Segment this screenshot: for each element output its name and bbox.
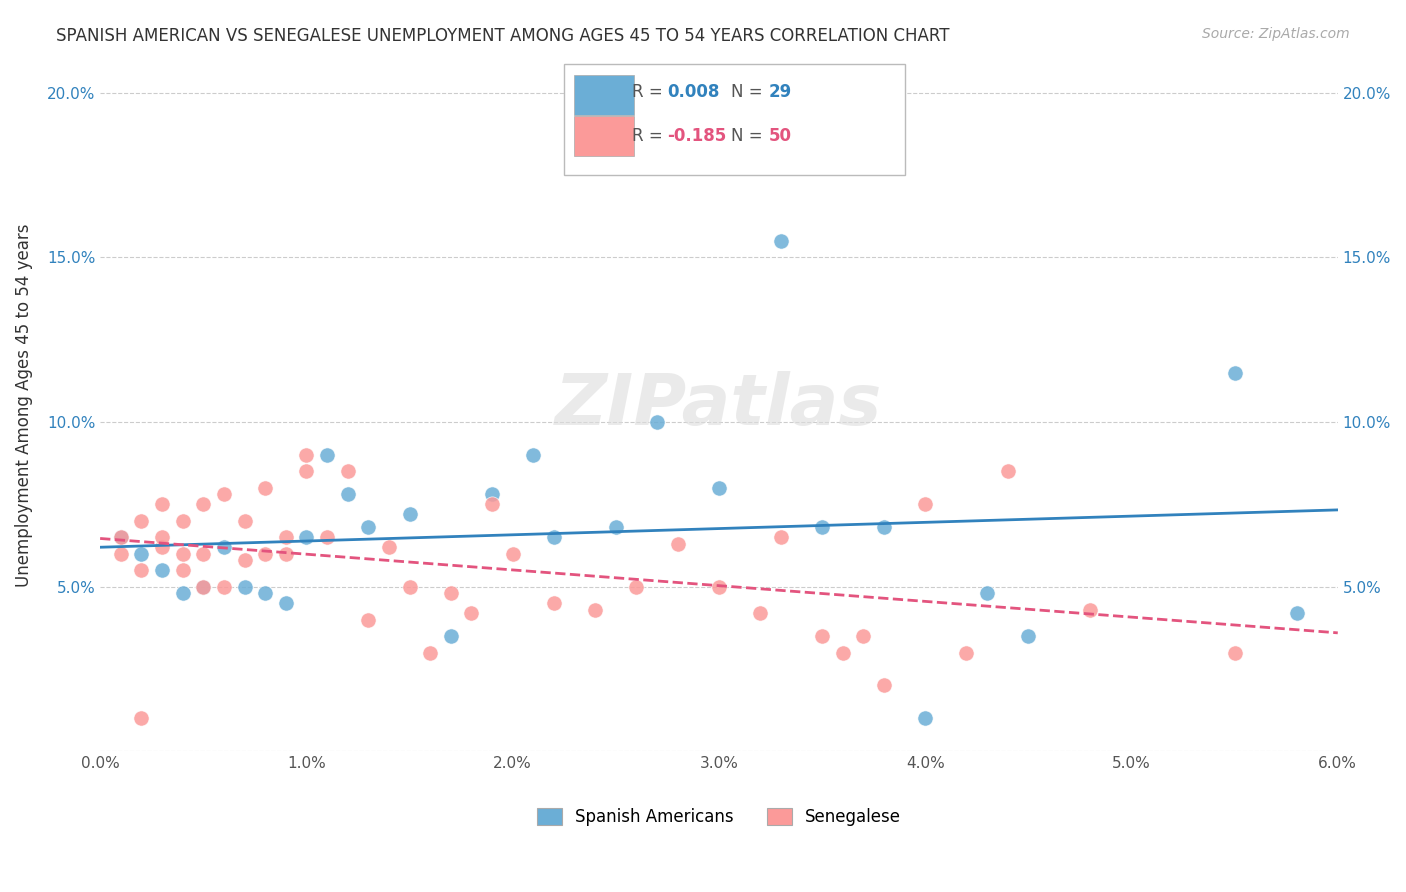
Point [707, 481, 730, 495]
Point [172, 563, 194, 577]
Point [522, 448, 544, 462]
Point [193, 547, 215, 561]
Y-axis label: Unemployment Among Ages 45 to 54 years: Unemployment Among Ages 45 to 54 years [15, 224, 32, 587]
Point [254, 547, 277, 561]
Point [357, 613, 380, 627]
FancyBboxPatch shape [564, 64, 904, 175]
Point [769, 530, 792, 544]
Point [131, 514, 153, 528]
Point [336, 464, 359, 478]
Point [150, 530, 173, 544]
Text: N =: N = [731, 127, 768, 145]
Point [419, 646, 441, 660]
Point [193, 580, 215, 594]
Point [583, 603, 606, 617]
Point [460, 606, 482, 620]
Point [316, 530, 339, 544]
Point [131, 547, 153, 561]
Point [626, 580, 648, 594]
Point [707, 580, 730, 594]
Point [769, 234, 792, 248]
Point [543, 596, 565, 610]
Point [274, 530, 297, 544]
Text: 29: 29 [769, 83, 792, 101]
Point [150, 497, 173, 511]
Point [295, 464, 318, 478]
Point [440, 586, 463, 600]
Point [212, 487, 235, 501]
Point [811, 629, 834, 643]
Point [233, 553, 256, 567]
Point [914, 497, 936, 511]
Legend: Spanish Americans, Senegalese: Spanish Americans, Senegalese [530, 801, 908, 833]
Point [150, 563, 173, 577]
Text: SPANISH AMERICAN VS SENEGALESE UNEMPLOYMENT AMONG AGES 45 TO 54 YEARS CORRELATIO: SPANISH AMERICAN VS SENEGALESE UNEMPLOYM… [56, 27, 949, 45]
Point [172, 514, 194, 528]
Point [131, 711, 153, 725]
Point [831, 646, 853, 660]
FancyBboxPatch shape [574, 75, 634, 115]
Text: N =: N = [731, 83, 768, 101]
Point [1285, 606, 1308, 620]
Point [481, 497, 503, 511]
Text: -0.185: -0.185 [666, 127, 727, 145]
Point [295, 448, 318, 462]
Point [110, 547, 132, 561]
Point [378, 540, 401, 554]
Point [543, 530, 565, 544]
Text: R =: R = [633, 127, 668, 145]
Point [873, 520, 896, 534]
FancyBboxPatch shape [574, 116, 634, 156]
Point [645, 415, 668, 429]
Point [749, 606, 772, 620]
Point [233, 514, 256, 528]
Text: 0.008: 0.008 [666, 83, 720, 101]
Point [1223, 366, 1246, 380]
Point [316, 448, 339, 462]
Point [666, 537, 689, 551]
Point [852, 629, 875, 643]
Point [110, 530, 132, 544]
Point [440, 629, 463, 643]
Point [254, 586, 277, 600]
Point [172, 586, 194, 600]
Text: 50: 50 [769, 127, 792, 145]
Point [1017, 629, 1039, 643]
Point [212, 580, 235, 594]
Point [110, 530, 132, 544]
Point [873, 678, 896, 692]
Point [481, 487, 503, 501]
Point [914, 711, 936, 725]
Point [357, 520, 380, 534]
Point [212, 540, 235, 554]
Point [172, 547, 194, 561]
Point [233, 580, 256, 594]
Text: R =: R = [633, 83, 668, 101]
Point [502, 547, 524, 561]
Point [295, 530, 318, 544]
Point [811, 520, 834, 534]
Point [1223, 646, 1246, 660]
Point [605, 520, 627, 534]
Point [150, 540, 173, 554]
Point [398, 507, 420, 521]
Point [976, 586, 998, 600]
Point [254, 481, 277, 495]
Point [274, 547, 297, 561]
Point [955, 646, 977, 660]
Point [193, 497, 215, 511]
Point [193, 580, 215, 594]
Point [997, 464, 1019, 478]
Point [274, 596, 297, 610]
Point [131, 563, 153, 577]
Point [398, 580, 420, 594]
Point [336, 487, 359, 501]
Text: ZIPatlas: ZIPatlas [555, 371, 883, 440]
Point [1078, 603, 1101, 617]
Text: Source: ZipAtlas.com: Source: ZipAtlas.com [1202, 27, 1350, 41]
